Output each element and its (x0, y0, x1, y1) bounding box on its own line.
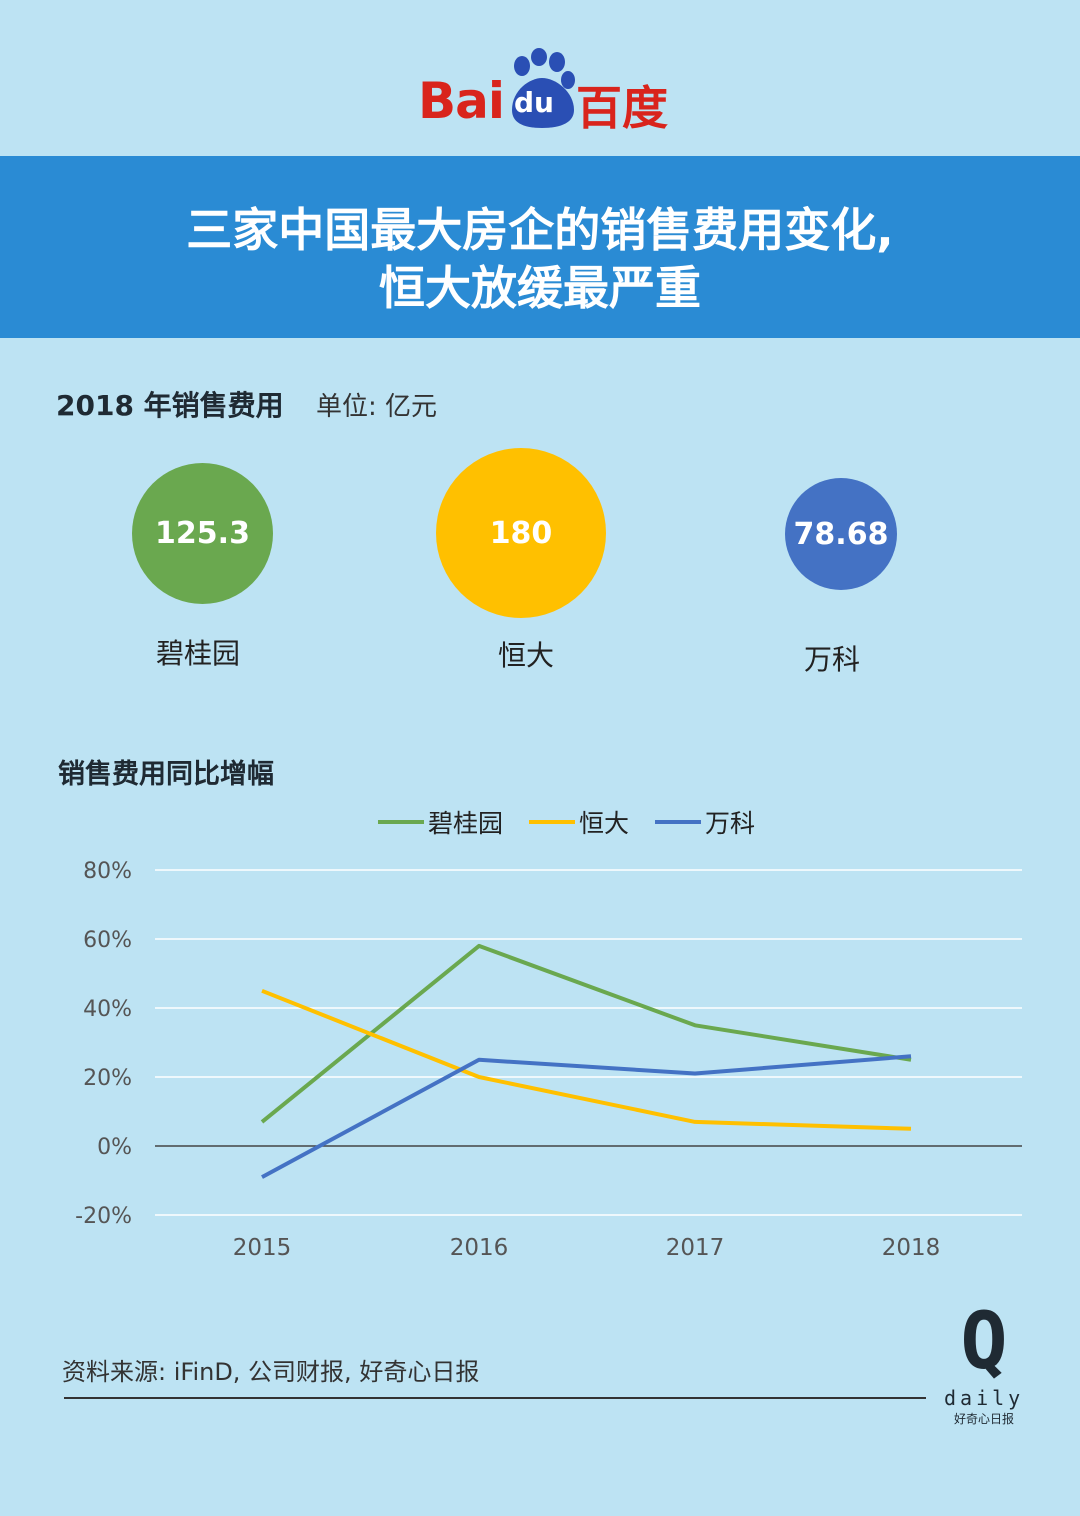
qdaily-wordmark: daily (944, 1386, 1025, 1410)
x-tick-label: 2015 (233, 1235, 292, 1261)
y-tick-label: 80% (83, 859, 132, 884)
legend-item-wanke: 万科 (655, 804, 755, 840)
qdaily-cn: 好奇心日报 (953, 1412, 1014, 1426)
source-note: 资料来源: iFinD, 公司财报, 好奇心日报 (62, 1358, 480, 1386)
legend-label: 万科 (705, 809, 756, 838)
bubble-hengda: 180 (436, 448, 606, 618)
y-tick-label: 40% (83, 997, 132, 1022)
y-tick-label: 20% (83, 1066, 132, 1091)
bubble-label-hengda: 恒大 (497, 639, 554, 672)
x-tick-label: 2018 (882, 1235, 941, 1261)
legend-item-hengda: 恒大 (529, 804, 629, 840)
series-line-2 (261, 1054, 912, 1179)
bubble-label-biguiyuan: 碧桂园 (155, 637, 240, 670)
x-tick-label: 2016 (450, 1235, 509, 1261)
legend-swatch (655, 820, 702, 824)
bubble-value: 180 (489, 515, 553, 551)
chart-title: 销售费用同比增幅 (58, 759, 274, 790)
logo-text-du: du (514, 86, 554, 119)
logo-text-cn: 百度 (576, 81, 668, 135)
bubble-biguiyuan: 125.3 (132, 463, 273, 604)
x-tick-label: 2017 (666, 1235, 725, 1261)
page-title-line1: 三家中国最大房企的销售费用变化, (186, 203, 894, 257)
series-line-0 (260, 943, 912, 1124)
bubble-value: 78.68 (793, 516, 889, 552)
legend-swatch (529, 820, 576, 824)
paw-icon (512, 48, 575, 128)
y-tick-label: 0% (97, 1135, 132, 1160)
legend-item-biguiyuan: 碧桂园 (378, 804, 503, 840)
bubble-label-wanke: 万科 (803, 643, 860, 676)
footer-divider (64, 1397, 926, 1399)
chart-legend: 碧桂园 恒大 万科 (378, 806, 781, 838)
y-tick-label: -20% (75, 1204, 132, 1229)
legend-label: 恒大 (579, 809, 630, 838)
title-banner: 三家中国最大房企的销售费用变化, 恒大放缓最严重 (0, 156, 1080, 338)
bubble-wanke: 78.68 (785, 478, 897, 590)
qdaily-q: Q (960, 1297, 1008, 1387)
baidu-logo: Bai du 百度 (418, 48, 668, 135)
legend-swatch (378, 820, 424, 824)
bubble-value: 125.3 (155, 516, 250, 551)
y-tick-label: 60% (83, 928, 132, 953)
series-line-1 (261, 988, 912, 1131)
page-title-line2: 恒大放缓最严重 (379, 261, 701, 315)
summary-unit: 单位: 亿元 (316, 392, 438, 422)
legend-label: 碧桂园 (428, 809, 504, 838)
qdaily-logo: Q daily 好奇心日报 (944, 1300, 1024, 1430)
line-chart: 80% 60% 40% 20% 0% -20% 2015 2016 2017 2018 (75, 859, 1022, 1261)
summary-title: 2018 年销售费用 (56, 389, 284, 422)
logo-text-bai: Bai (418, 72, 505, 130)
